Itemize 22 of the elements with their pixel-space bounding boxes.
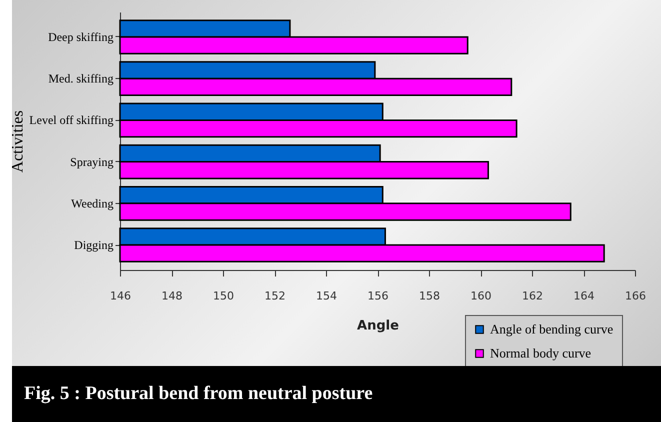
x-axis-title: Angle	[357, 318, 400, 334]
x-tick-label: 166	[625, 290, 646, 302]
y-tick-label: Level off skiffing	[29, 113, 114, 128]
x-tick-label: 154	[316, 290, 337, 302]
y-tick-label: Digging	[74, 238, 114, 252]
y-tick-label: Spraying	[70, 154, 114, 169]
legend-label: Angle of bending curve	[490, 322, 614, 336]
legend-label: Normal body curve	[490, 346, 592, 360]
x-tick-label: 162	[522, 290, 543, 302]
x-tick-label: 150	[213, 290, 234, 302]
x-tick-label: 152	[264, 290, 286, 302]
text: Fig. 5 : Postural bend from neutral posture	[12, 366, 661, 422]
y-axis-title: Activities	[9, 110, 26, 173]
y-tick-label: Deep skiffing	[48, 30, 114, 44]
x-tick-label: 146	[110, 290, 131, 302]
x-tick-label: 164	[574, 290, 594, 302]
x-tick-label: 158	[419, 290, 440, 302]
x-tick-label: 148	[162, 290, 182, 302]
x-tick-label: 156	[368, 290, 388, 302]
y-tick-label: Med. skiffing	[48, 72, 114, 86]
x-tick-label: 160	[470, 290, 492, 302]
y-tick-label: Weeding	[71, 196, 114, 210]
